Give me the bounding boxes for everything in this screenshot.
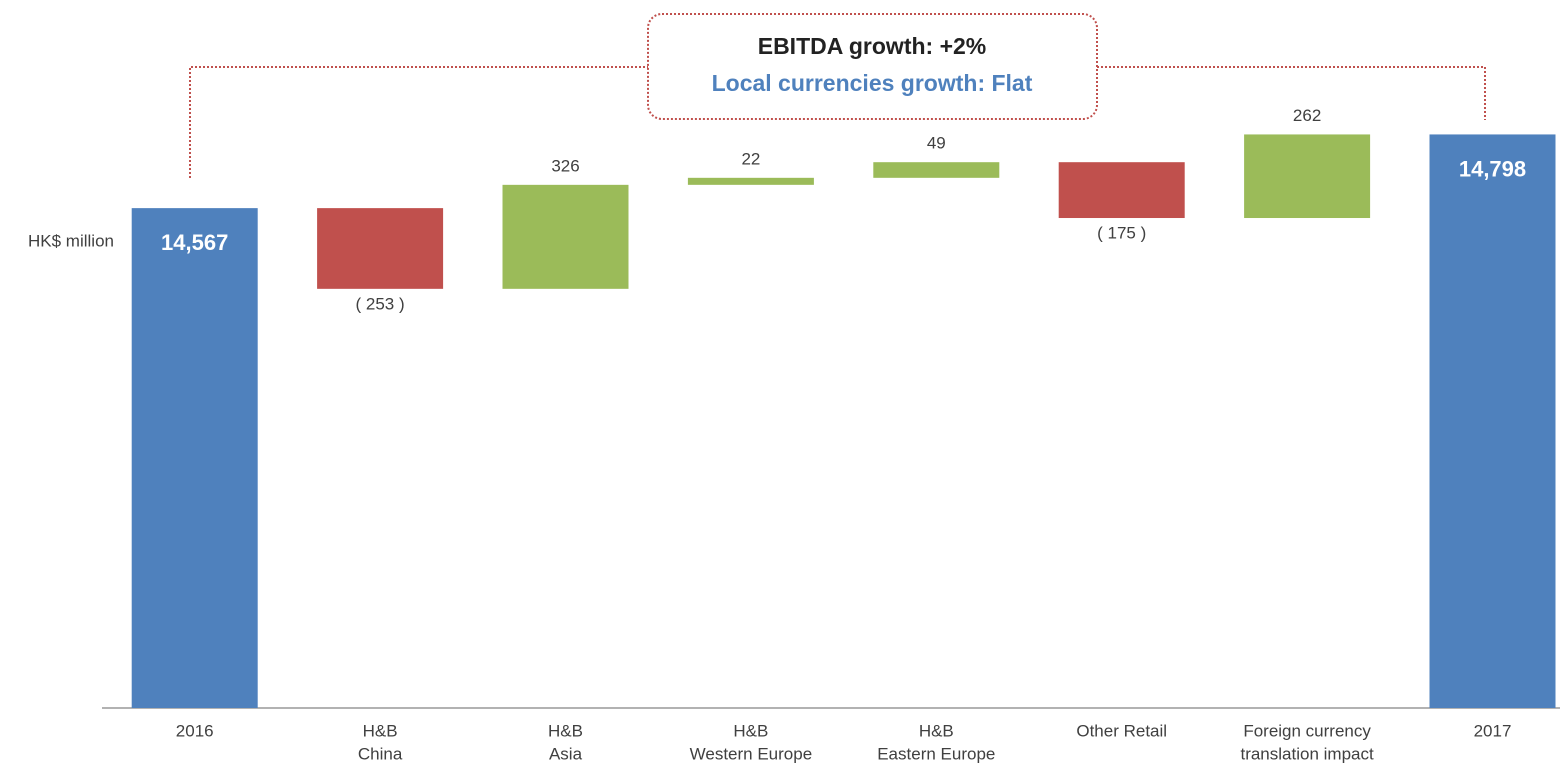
bracket — [189, 66, 1486, 178]
value-label: 22 — [741, 149, 760, 168]
x-tick-label: H&B — [919, 721, 954, 740]
x-tick-label: Foreign currency — [1243, 721, 1371, 740]
bar — [502, 184, 629, 289]
value-label: 14,798 — [1459, 156, 1526, 181]
bar — [1244, 134, 1371, 219]
bar — [1429, 134, 1556, 709]
x-tick-label: H&B — [733, 721, 768, 740]
x-tick-label: 2017 — [1474, 721, 1512, 740]
annotation-box — [647, 13, 1098, 120]
x-tick-label: 2016 — [176, 721, 214, 740]
x-tick-label: Other Retail — [1076, 721, 1167, 740]
bar — [1058, 162, 1185, 219]
x-tick-label: H&B — [363, 721, 398, 740]
value-label: 326 — [551, 156, 579, 175]
bar — [317, 208, 444, 289]
value-label: ( 175 ) — [1097, 224, 1146, 243]
bar — [873, 162, 1000, 178]
bar — [687, 177, 814, 185]
x-tick-label: Western Europe — [690, 744, 813, 763]
value-label: 262 — [1293, 106, 1321, 125]
x-tick-label: Asia — [549, 744, 583, 763]
x-tick-label: China — [358, 744, 403, 763]
annotation: EBITDA growth: +2% — [758, 33, 987, 59]
y-axis-label: HK$ million — [28, 231, 114, 250]
annotation: Local currencies growth: Flat — [712, 70, 1033, 96]
bar — [131, 208, 258, 708]
x-tick-label: Eastern Europe — [877, 744, 995, 763]
x-tick-label: translation impact — [1240, 744, 1374, 763]
value-label: 14,567 — [161, 230, 228, 255]
value-label: ( 253 ) — [356, 294, 405, 313]
value-label: 49 — [927, 134, 946, 153]
x-tick-label: H&B — [548, 721, 583, 740]
